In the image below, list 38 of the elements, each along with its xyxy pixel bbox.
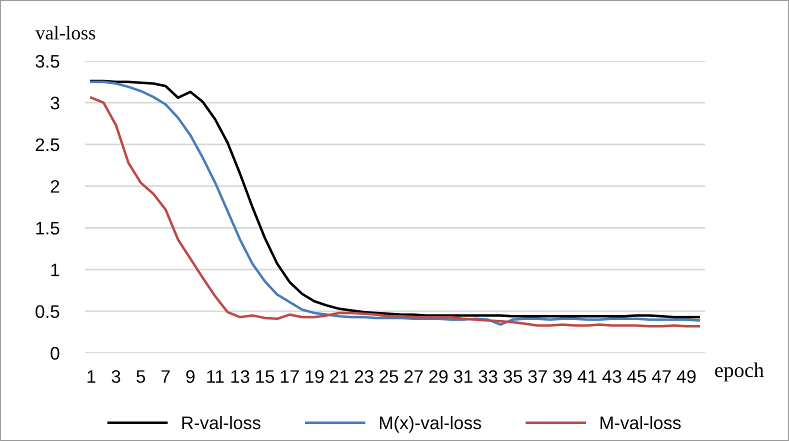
x-tick-label: 49 [676, 370, 696, 383]
x-tick-label: 9 [186, 370, 195, 383]
y-tick-label: 0.5 [36, 305, 60, 318]
x-tick-label: 47 [652, 370, 671, 383]
x-tick-label: 29 [429, 370, 448, 383]
legend-label: M(x)-val-loss [380, 416, 482, 433]
x-axis-title: epoch [715, 362, 764, 382]
x-tick-label: 43 [602, 370, 622, 383]
y-tick-label: 2 [50, 180, 60, 193]
x-tick-label: 21 [330, 370, 348, 383]
x-tick-label: 33 [478, 370, 498, 383]
y-tick-label: 3.5 [36, 54, 60, 68]
x-tick-label: 5 [136, 370, 146, 383]
x-tick-label: 19 [306, 370, 324, 383]
legend-label: R-val-loss [182, 416, 260, 430]
x-tick-label: 39 [553, 370, 572, 383]
x-tick-label: 25 [380, 370, 398, 383]
legend-label: M-val-loss [600, 416, 681, 430]
y-axis-title: val-loss [35, 26, 96, 40]
x-tick-label: 41 [578, 370, 596, 383]
y-tick-label: 3 [50, 96, 60, 110]
x-tick-label: 27 [404, 370, 423, 383]
x-tick-label: 37 [528, 370, 547, 383]
x-tick-label: 23 [354, 370, 374, 383]
y-tick-label: 1.5 [36, 222, 60, 235]
x-tick-label: 3 [112, 370, 120, 383]
y-tick-label: 1 [51, 264, 60, 276]
x-tick-label: 1 [88, 370, 96, 383]
y-tick-label: 0 [50, 346, 60, 360]
x-tick-label: 45 [627, 370, 646, 383]
x-tick-label: 35 [503, 370, 522, 383]
x-tick-label: 7 [162, 370, 170, 383]
x-tick-label: 11 [207, 370, 224, 383]
y-tick-label: 2.5 [36, 138, 60, 152]
x-tick-label: 15 [256, 370, 274, 383]
x-tick-label: 17 [280, 370, 299, 383]
x-tick-label: 31 [454, 370, 472, 383]
x-tick-label: 13 [231, 370, 250, 383]
